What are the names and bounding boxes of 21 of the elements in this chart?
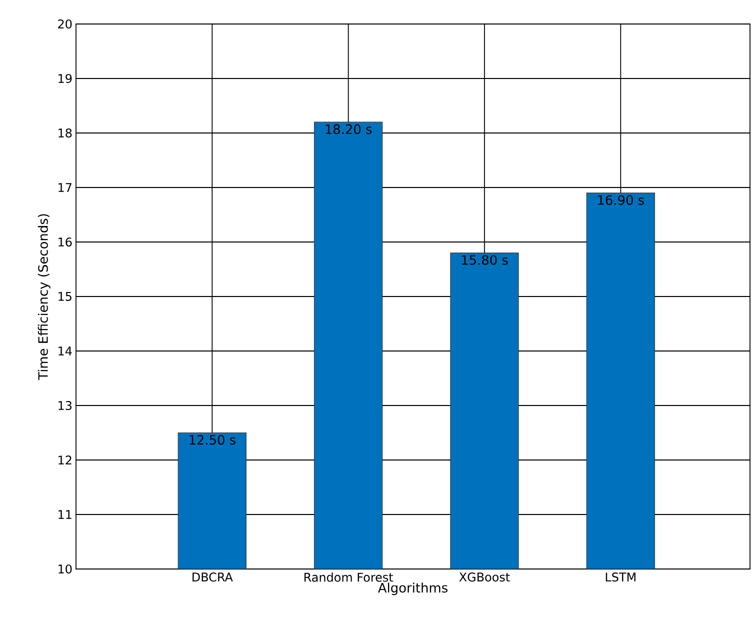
y-tick-label: 11 bbox=[58, 510, 72, 519]
y-tick-label: 13 bbox=[58, 400, 72, 410]
x-tick-label: LSTM bbox=[606, 572, 636, 582]
x-tick-label: XGBoost bbox=[459, 572, 510, 582]
data-label: 16.90 s bbox=[598, 195, 644, 205]
x-tick-label: DBCRA bbox=[192, 572, 233, 582]
y-tick-label: 20 bbox=[58, 19, 72, 29]
y-tick-label: 19 bbox=[58, 74, 72, 84]
y-tick-label: 16 bbox=[58, 237, 72, 247]
x-axis-title: Algorithms bbox=[378, 582, 448, 596]
y-tick-label: 10 bbox=[58, 564, 72, 574]
y-tick-label: 14 bbox=[58, 346, 72, 356]
y-tick-label: 18 bbox=[58, 128, 72, 138]
data-label: 12.50 s bbox=[190, 434, 236, 445]
data-label: 18.20 s bbox=[326, 124, 372, 134]
y-tick-label: 15 bbox=[58, 292, 72, 301]
y-tick-label: 17 bbox=[58, 183, 72, 192]
data-label: 15.80 s bbox=[462, 255, 508, 265]
y-tick-label: 12 bbox=[58, 456, 72, 464]
x-tick-label: Random Forest bbox=[304, 572, 394, 582]
y-axis-title: Time Efficiency (Seconds) bbox=[38, 214, 50, 380]
